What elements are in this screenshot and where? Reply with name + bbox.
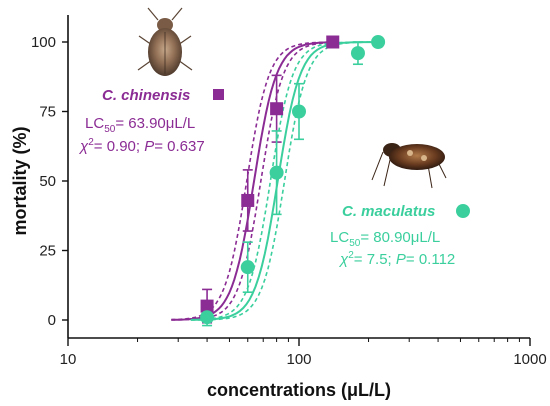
- chinensis-data-point: [270, 102, 284, 116]
- maculatus-legend-circle: [456, 204, 470, 218]
- chinensis-data-point: [326, 35, 340, 49]
- fitted-curve: [190, 41, 376, 321]
- fitted-curve: [171, 41, 330, 321]
- chinensis-chi-square: χ2= 0.90; P= 0.637: [78, 137, 205, 155]
- maculatus-data-point: [240, 260, 255, 275]
- chinensis-annotation: C. chinensis LC50= 63.90μL/L χ2= 0.90; P…: [78, 87, 224, 155]
- confidence-band-lower: [171, 41, 330, 321]
- maculatus-data-point: [200, 310, 215, 325]
- y-tick-label: 100: [31, 34, 56, 51]
- chinensis-data-point: [241, 193, 255, 207]
- c-chinensis-beetle-image: [137, 7, 193, 76]
- maculatus-label: C. maculatus: [342, 203, 435, 220]
- c-maculatus-beetle-image: [371, 143, 447, 189]
- maculatus-data-point: [350, 46, 365, 61]
- maculatus-data-point: [269, 165, 284, 180]
- x-tick-label: 1000: [513, 351, 546, 368]
- y-tick-label: 25: [39, 243, 56, 260]
- chinensis-legend-square: [213, 89, 224, 100]
- x-tick-label: 100: [286, 351, 311, 368]
- maculatus-annotation: C. maculatus LC50= 80.90μL/L χ2= 7.5; P=…: [330, 203, 470, 268]
- maculatus-chi-square: χ2= 7.5; P= 0.112: [338, 250, 455, 268]
- confidence-band-lower: [190, 41, 376, 321]
- y-axis-title: mortality (%): [10, 126, 30, 235]
- chinensis-lc50: LC50= 63.90μL/L: [85, 115, 195, 135]
- maculatus-data-point: [371, 35, 386, 49]
- y-tick-label: 0: [48, 312, 56, 329]
- fitted-curves: [171, 41, 376, 321]
- maculatus-lc50: LC50= 80.90μL/L: [330, 229, 440, 249]
- confidence-band-upper: [171, 41, 330, 321]
- confidence-band-upper: [190, 41, 376, 321]
- y-tick-label: 50: [39, 173, 56, 190]
- x-axis-title: concentrations (μL/L): [207, 380, 391, 400]
- y-tick-label: 75: [39, 104, 56, 121]
- y-axis-ticks: 0 25 50 75 100: [31, 34, 68, 329]
- x-tick-label: 10: [60, 351, 77, 368]
- chinensis-label: C. chinensis: [102, 87, 190, 104]
- chinensis-data-point: [200, 299, 214, 313]
- maculatus-data-point: [292, 104, 306, 119]
- x-axis-ticks: 10 100 1000: [60, 338, 547, 368]
- data-markers: [200, 35, 386, 325]
